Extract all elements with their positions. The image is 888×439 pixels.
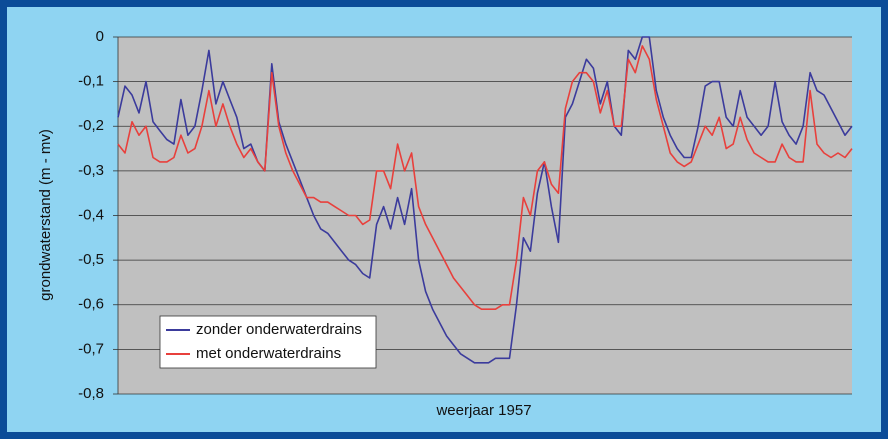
y-tick-label: -0,4 <box>78 206 104 223</box>
y-tick-label: -0,1 <box>78 73 104 90</box>
y-tick-label: -0,2 <box>78 117 104 134</box>
y-tick-label: -0,6 <box>78 296 104 313</box>
y-tick-label: -0,8 <box>78 385 104 402</box>
data-line <box>117 36 853 364</box>
x-axis-label: weerjaar 1957 <box>435 402 531 419</box>
y-tick-label: -0,3 <box>78 162 104 179</box>
data-line <box>117 45 853 311</box>
legend-label: zonder onderwaterdrains <box>196 321 362 338</box>
y-tick-label: -0,5 <box>78 251 104 268</box>
y-axis-label: grondwaterstand (m - mv) <box>37 129 54 301</box>
legend-box <box>159 315 377 369</box>
y-tick-label: -0,7 <box>78 340 104 357</box>
legend-label: met onderwaterdrains <box>196 345 341 362</box>
y-tick-label: 0 <box>96 28 104 45</box>
